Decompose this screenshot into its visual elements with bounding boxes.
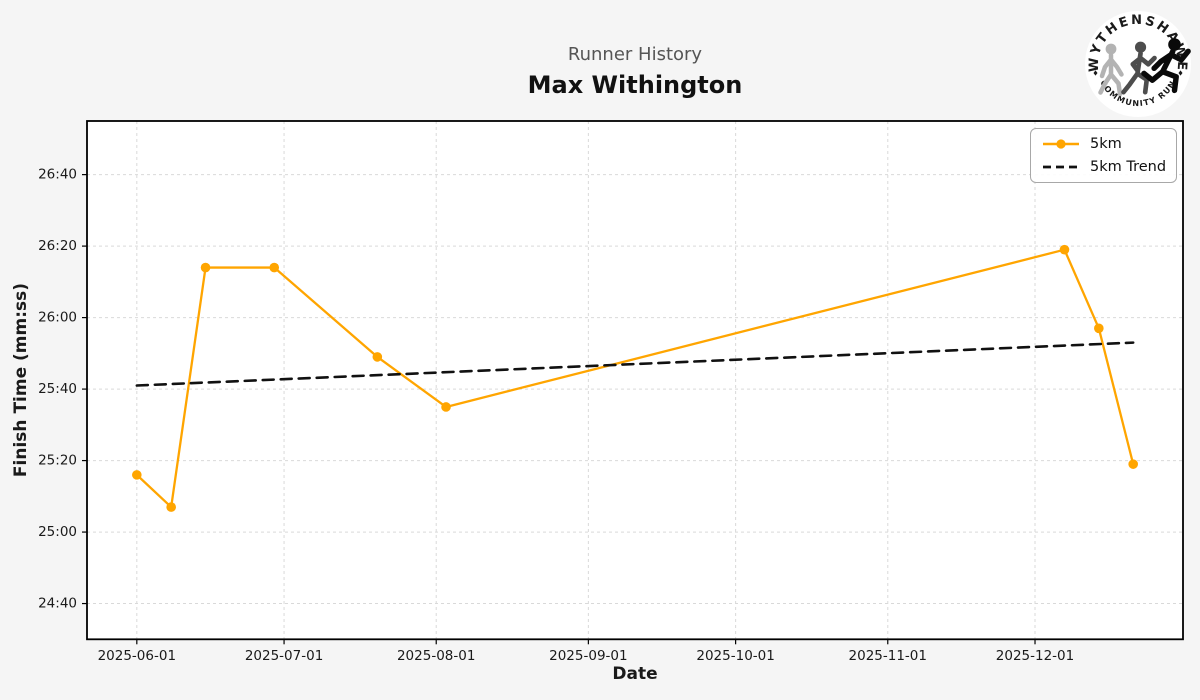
- gridlines: [87, 121, 1183, 640]
- tick-labels: 2025-06-01 2025-07-01 2025-08-01 2025-09-01…: [38, 167, 1074, 664]
- y-tick-label: 25:20: [38, 453, 77, 469]
- sprinter-figure-icon: [1141, 38, 1191, 94]
- x-axis-label: Date: [612, 664, 658, 684]
- x-tick-label: 2025-08-01: [397, 648, 475, 664]
- y-tick-label: 25:40: [38, 381, 77, 397]
- legend-item-5km: 5km: [1041, 136, 1166, 152]
- data-point-marker: [1059, 244, 1070, 255]
- y-tick-label: 25:00: [38, 524, 77, 540]
- chart-legend: 5km 5km Trend: [1030, 128, 1177, 183]
- data-point-marker: [441, 402, 451, 412]
- plot-border: [86, 120, 1184, 641]
- legend-trend-line-icon: [1043, 165, 1079, 169]
- x-tick-label: 2025-10-01: [696, 648, 774, 664]
- x-tick-label: 2025-11-01: [849, 648, 927, 664]
- wythenshawe-community-run-logo: WYTHENSHAWE COMMUNITY RUN: [1085, 11, 1191, 117]
- y-tick-label: 26:40: [38, 167, 77, 183]
- walker-figure-icon: [1098, 43, 1124, 97]
- x-tick-label: 2025-09-01: [549, 648, 627, 664]
- series-line-5km-trend: [135, 341, 1135, 387]
- jogger-figure-icon: [1121, 41, 1157, 95]
- data-point-marker: [269, 262, 280, 273]
- figure-header: Runner History Max Withington: [87, 44, 1183, 99]
- data-point-marker: [132, 470, 142, 480]
- data-point-marker: [1128, 459, 1138, 469]
- runner-name-title: Max Withington: [527, 71, 743, 99]
- data-point-marker: [1094, 323, 1104, 334]
- legend-label-5km: 5km: [1090, 136, 1122, 153]
- x-tick-label: 2025-06-01: [98, 648, 176, 664]
- data-point-marker: [372, 352, 383, 362]
- legend-label-5km-trend: 5km Trend: [1090, 158, 1167, 175]
- data-point-marker: [166, 502, 176, 512]
- y-tick-label: 26:00: [38, 310, 77, 326]
- data-point-marker: [200, 262, 211, 273]
- legend-5km-line-icon: [1043, 139, 1079, 149]
- y-axis-label: Finish Time (mm:ss): [11, 282, 31, 478]
- x-tick-label: 2025-07-01: [245, 648, 323, 664]
- x-tick-label: 2025-12-01: [996, 648, 1074, 664]
- y-tick-label: 26:20: [38, 238, 77, 254]
- legend-item-5km-trend: 5km Trend: [1041, 159, 1166, 175]
- chart-subtitle: Runner History: [567, 44, 703, 65]
- y-tick-label: 24:40: [38, 596, 77, 612]
